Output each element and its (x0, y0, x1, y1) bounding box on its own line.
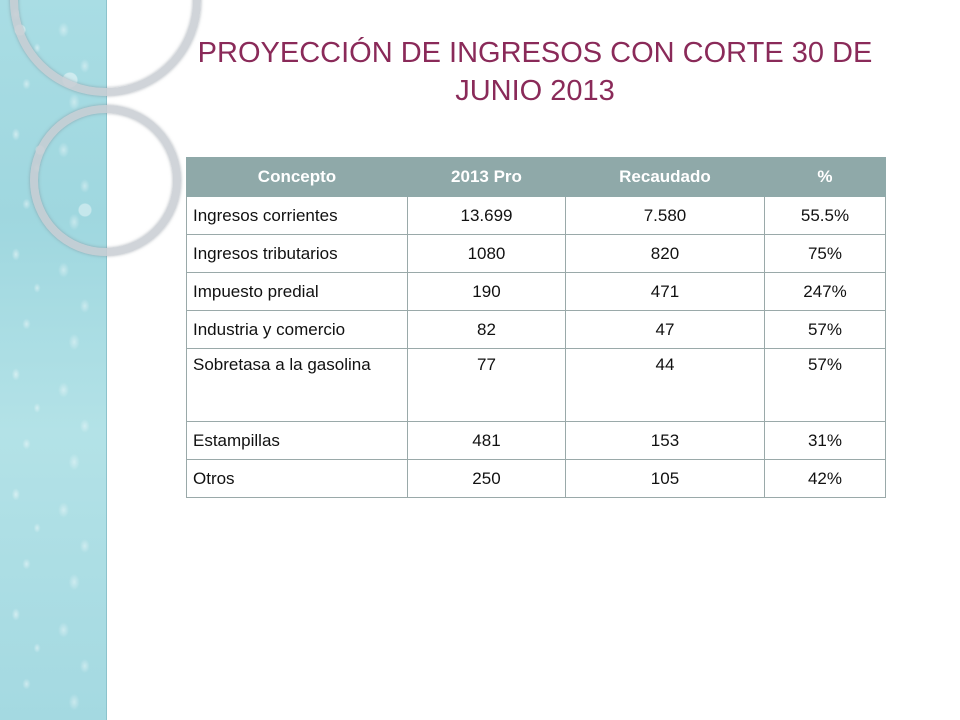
cell-percent: 57% (763, 348, 887, 422)
cell-recaudado: 47 (564, 310, 765, 349)
income-table: Concepto 2013 Pro Recaudado % Ingresos c… (186, 157, 887, 498)
cell-2013-pro: 77 (407, 348, 566, 422)
table-row: Ingresos tributarios 1080 820 75% (186, 234, 887, 273)
cell-2013-pro: 190 (407, 272, 566, 311)
table-header-row: Concepto 2013 Pro Recaudado % (186, 157, 887, 197)
cell-concepto: Ingresos tributarios (186, 234, 408, 273)
table-row: Estampillas 481 153 31% (186, 421, 887, 460)
cell-concepto: Impuesto predial (186, 272, 408, 311)
cell-recaudado: 105 (564, 459, 765, 498)
cell-recaudado: 7.580 (564, 196, 765, 235)
cell-concepto: Otros (186, 459, 408, 498)
cell-concepto: Sobretasa a la gasolina (186, 348, 408, 422)
header-recaudado: Recaudado (564, 157, 765, 197)
header-2013-pro: 2013 Pro (407, 157, 566, 197)
cell-recaudado: 471 (564, 272, 765, 311)
cell-2013-pro: 250 (407, 459, 566, 498)
table-row: Industria y comercio 82 47 57% (186, 310, 887, 349)
cell-percent: 55.5% (763, 196, 887, 235)
cell-percent: 57% (763, 310, 887, 349)
cell-percent: 31% (763, 421, 887, 460)
table-row: Otros 250 105 42% (186, 459, 887, 498)
cell-percent: 247% (763, 272, 887, 311)
cell-recaudado: 820 (564, 234, 765, 273)
table-row: Sobretasa a la gasolina 77 44 57% (186, 348, 887, 422)
cell-recaudado: 153 (564, 421, 765, 460)
cell-2013-pro: 82 (407, 310, 566, 349)
cell-concepto: Estampillas (186, 421, 408, 460)
page-title: PROYECCIÓN DE INGRESOS CON CORTE 30 DE J… (197, 37, 873, 107)
ring-ornament-bottom (30, 105, 181, 256)
cell-recaudado: 44 (564, 348, 765, 422)
cell-concepto: Industria y comercio (186, 310, 408, 349)
header-percent: % (763, 157, 887, 197)
cell-2013-pro: 13.699 (407, 196, 566, 235)
table-row: Impuesto predial 190 471 247% (186, 272, 887, 311)
cell-percent: 75% (763, 234, 887, 273)
cell-concepto: Ingresos corrientes (186, 196, 408, 235)
table-row: Ingresos corrientes 13.699 7.580 55.5% (186, 196, 887, 235)
cell-2013-pro: 481 (407, 421, 566, 460)
header-concepto: Concepto (186, 157, 408, 197)
cell-2013-pro: 1080 (407, 234, 566, 273)
cell-percent: 42% (763, 459, 887, 498)
